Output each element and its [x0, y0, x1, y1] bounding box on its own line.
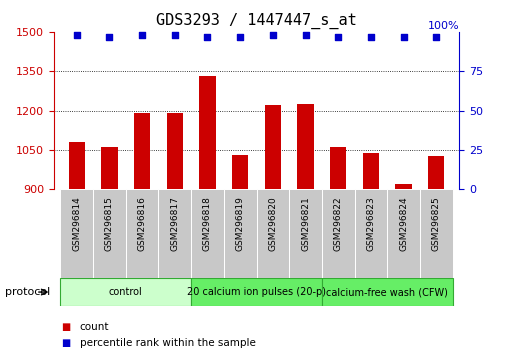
- Bar: [69, 142, 85, 354]
- Bar: [330, 147, 346, 354]
- Text: ■: ■: [62, 338, 71, 348]
- Bar: [298, 104, 313, 354]
- Bar: [126, 189, 159, 278]
- Text: GSM296821: GSM296821: [301, 196, 310, 251]
- Bar: [61, 189, 93, 278]
- Bar: [322, 189, 354, 278]
- Bar: [396, 184, 412, 354]
- Text: percentile rank within the sample: percentile rank within the sample: [80, 338, 255, 348]
- Text: 100%: 100%: [427, 21, 459, 31]
- Text: control: control: [109, 287, 143, 297]
- Bar: [289, 189, 322, 278]
- Bar: [420, 189, 452, 278]
- Bar: [191, 278, 322, 306]
- Point: [105, 34, 113, 39]
- Text: GSM296825: GSM296825: [432, 196, 441, 251]
- Point: [334, 34, 342, 39]
- Text: GSM296823: GSM296823: [366, 196, 376, 251]
- Bar: [232, 155, 248, 354]
- Text: ■: ■: [62, 322, 71, 332]
- Bar: [93, 189, 126, 278]
- Text: count: count: [80, 322, 109, 332]
- Bar: [224, 189, 256, 278]
- Bar: [354, 189, 387, 278]
- Bar: [159, 189, 191, 278]
- Bar: [167, 113, 183, 354]
- Text: GSM296817: GSM296817: [170, 196, 179, 251]
- Bar: [265, 105, 281, 354]
- Text: GDS3293 / 1447447_s_at: GDS3293 / 1447447_s_at: [156, 12, 357, 29]
- Bar: [101, 147, 117, 354]
- Bar: [256, 189, 289, 278]
- Point: [203, 34, 211, 39]
- Point: [269, 32, 277, 38]
- Text: GSM296822: GSM296822: [334, 196, 343, 251]
- Point: [236, 34, 244, 39]
- Point: [400, 34, 408, 39]
- Bar: [61, 278, 191, 306]
- Text: calcium-free wash (CFW): calcium-free wash (CFW): [326, 287, 448, 297]
- Point: [302, 32, 310, 38]
- Text: GSM296824: GSM296824: [399, 196, 408, 251]
- Point: [367, 34, 375, 39]
- Text: GSM296818: GSM296818: [203, 196, 212, 251]
- Bar: [363, 153, 379, 354]
- Text: GSM296814: GSM296814: [72, 196, 81, 251]
- Text: protocol: protocol: [5, 287, 50, 297]
- Text: GSM296816: GSM296816: [137, 196, 147, 251]
- Point: [138, 32, 146, 38]
- Text: GSM296815: GSM296815: [105, 196, 114, 251]
- Point: [73, 32, 81, 38]
- Bar: [322, 278, 452, 306]
- Point: [432, 34, 440, 39]
- Text: 20 calcium ion pulses (20-p): 20 calcium ion pulses (20-p): [187, 287, 326, 297]
- Text: GSM296820: GSM296820: [268, 196, 278, 251]
- Bar: [200, 76, 215, 354]
- Bar: [387, 189, 420, 278]
- Text: GSM296819: GSM296819: [235, 196, 245, 251]
- Bar: [134, 113, 150, 354]
- Point: [171, 32, 179, 38]
- Bar: [191, 189, 224, 278]
- Bar: [428, 156, 444, 354]
